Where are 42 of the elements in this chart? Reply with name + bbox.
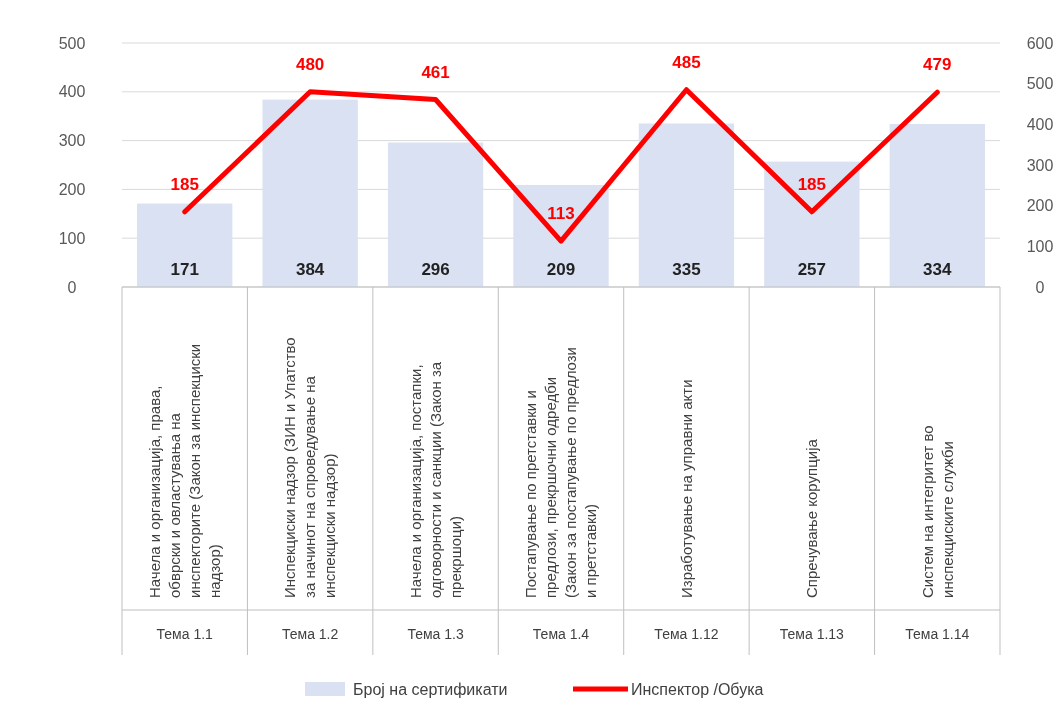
y2-tick-label: 600 xyxy=(1026,34,1054,52)
data-label: 257 xyxy=(797,260,827,279)
category-label: Начела и организација, права, обврски и овластувања на инспекторите (Закон за инспекциски надзор) Тема 1.1 xyxy=(145,343,223,642)
data-label: 296 xyxy=(421,260,450,279)
bar xyxy=(889,124,985,287)
y-tick-label: 400 xyxy=(58,83,86,101)
category-label: Инспекциски надзор (ЗИН и Упатство за начинот на спроведување на инспекциски надзор) Тема 1.2 xyxy=(281,337,339,642)
y2-tick-label: 300 xyxy=(1026,156,1054,174)
data-label: 479 xyxy=(923,55,952,75)
data-label: 485 xyxy=(672,52,701,72)
data-label: 209 xyxy=(546,260,576,279)
y-tick-label: 300 xyxy=(58,132,86,150)
y2-tick-label: 100 xyxy=(1026,237,1054,255)
category-label: Постапување по претставки и предлози, прекршочни одредби (Закон за постапување по предлози и претставки) Тема 1.4 xyxy=(522,347,600,642)
data-label: 461 xyxy=(421,62,450,82)
data-label: 185 xyxy=(797,174,827,194)
bar xyxy=(764,161,860,287)
bar xyxy=(387,142,484,287)
data-label: 113 xyxy=(547,204,575,224)
data-label: 334 xyxy=(923,260,953,279)
bar xyxy=(638,123,735,287)
data-label: 384 xyxy=(295,260,325,279)
legend-label: Инспектор /Обука xyxy=(631,680,764,698)
category-label: Изработување на управни акти Тема 1.12 xyxy=(654,379,719,642)
y2-tick-label: 400 xyxy=(1026,115,1054,133)
y2-tick-label: 200 xyxy=(1026,197,1054,215)
data-label: 185 xyxy=(170,174,199,194)
y-tick-label: 0 xyxy=(67,278,77,296)
category-label: Систем на интегритет во инспекциските служби Тема 1.14 xyxy=(905,425,970,642)
y-tick-label: 500 xyxy=(58,34,86,52)
y2-tick-label: 0 xyxy=(1035,278,1045,296)
category-label: Спречување корупција Тема 1.13 xyxy=(779,439,844,642)
y2-tick-label: 500 xyxy=(1026,75,1054,93)
data-label: 335 xyxy=(672,260,701,279)
y-tick-label: 200 xyxy=(58,181,86,198)
bar xyxy=(262,99,358,287)
legend-label: Број на сертификати xyxy=(353,680,508,698)
data-label: 480 xyxy=(295,54,325,74)
data-label: 171 xyxy=(170,260,199,279)
bar xyxy=(137,203,233,287)
y-tick-label: 100 xyxy=(58,229,86,247)
category-label: Начела и организација, постапки, одговорности и санкции (Закон за прекршоци) Тема 1.3 xyxy=(406,361,464,642)
